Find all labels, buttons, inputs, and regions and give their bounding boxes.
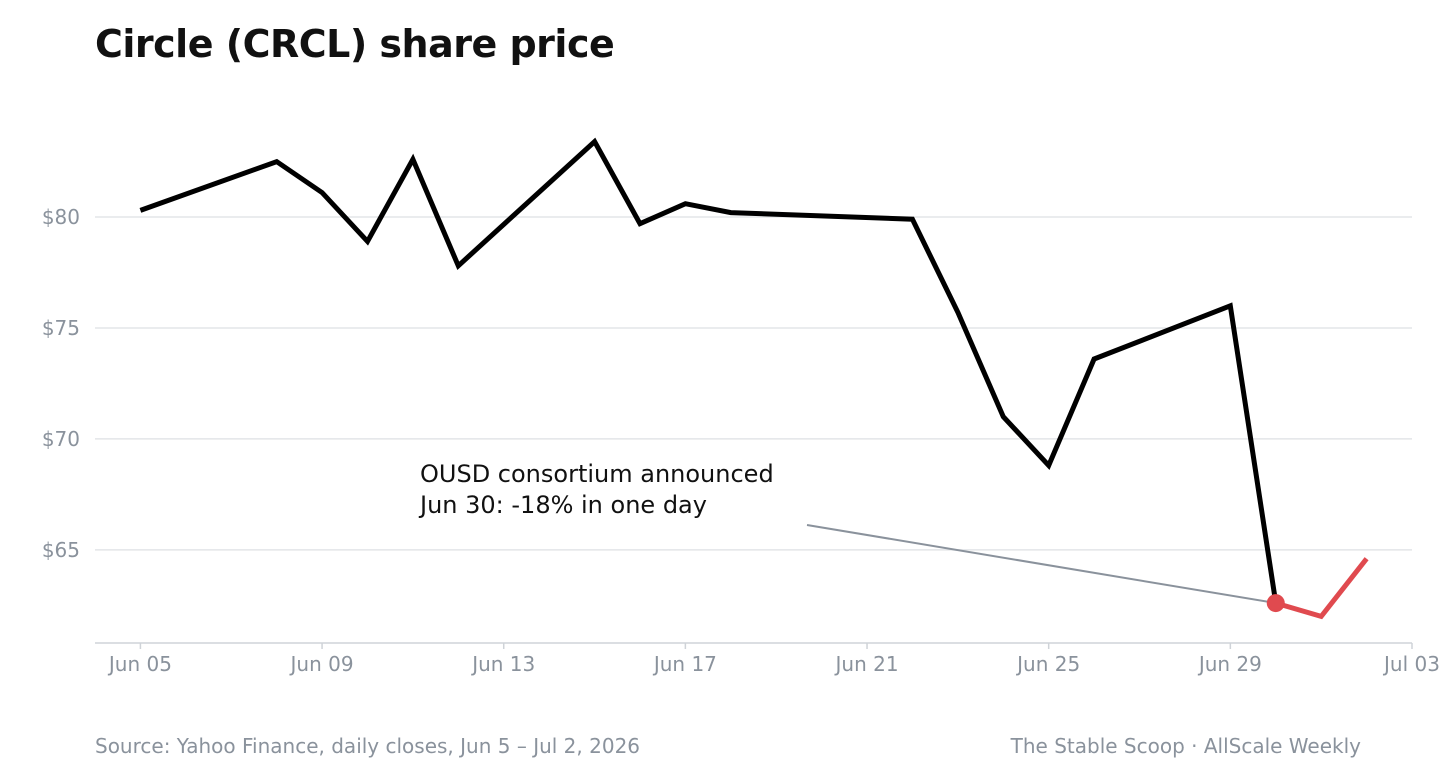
x-tick-label: Jun 29 xyxy=(1197,652,1262,676)
source-note: Source: Yahoo Finance, daily closes, Jun… xyxy=(95,734,641,758)
series-line-1 xyxy=(1275,557,1369,620)
y-axis-ticks: $65 $70 $75 $80 xyxy=(42,205,80,562)
annotation: OUSD consortium announced Jun 30: -18% in… xyxy=(418,460,1276,605)
x-tick-label: Jun 09 xyxy=(289,652,354,676)
y-tick-label: $80 xyxy=(42,205,80,229)
y-tick-label: $65 xyxy=(42,538,80,562)
annotation-text-line: Jun 30: -18% in one day xyxy=(418,491,707,519)
x-tick-label: Jun 25 xyxy=(1015,652,1080,676)
series-line-0 xyxy=(139,137,1279,604)
x-tick-label: Jun 13 xyxy=(470,652,535,676)
y-tick-label: $70 xyxy=(42,427,80,451)
chart-title: Circle (CRCL) share price xyxy=(95,22,615,66)
x-tick-label: Jul 03 xyxy=(1382,652,1440,676)
credit-note: The Stable Scoop · AllScale Weekly xyxy=(1010,734,1361,758)
series-lines xyxy=(139,137,1369,620)
x-tick-label: Jun 05 xyxy=(107,652,172,676)
highlight-markers xyxy=(1266,594,1285,613)
highlight-point xyxy=(1266,594,1285,613)
annotation-leader-line xyxy=(806,524,1276,605)
x-axis-ticks: Jun 05 Jun 09 Jun 13 Jun 17 Jun 21 Jun 25 Jun … xyxy=(107,643,1440,676)
y-tick-label: $75 xyxy=(42,316,80,340)
x-tick-label: Jun 21 xyxy=(834,652,899,676)
x-tick-label: Jun 17 xyxy=(652,652,717,676)
annotation-text-line: OUSD consortium announced xyxy=(420,460,774,488)
grid-lines xyxy=(95,216,1412,551)
